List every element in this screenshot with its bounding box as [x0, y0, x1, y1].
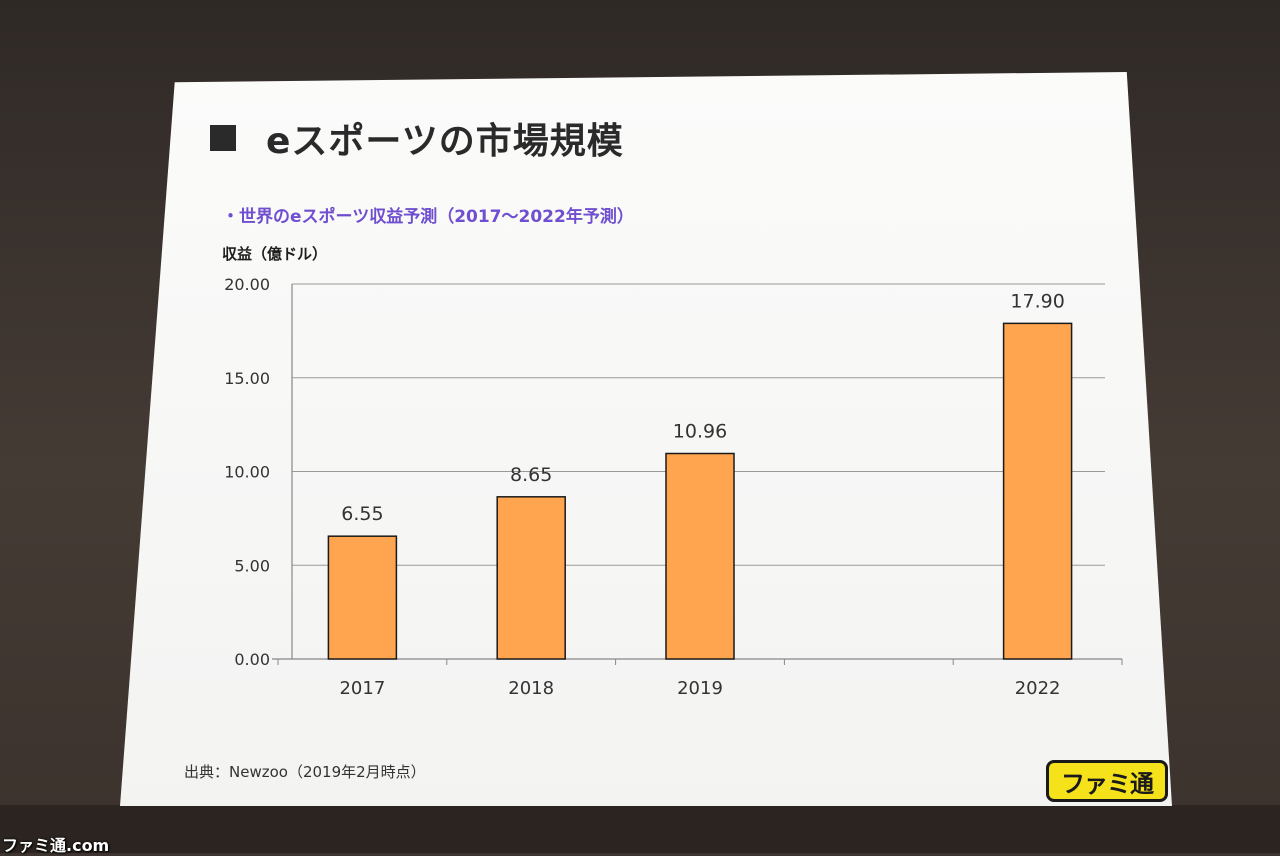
y-tick-label: 10.00 [224, 463, 270, 482]
data-label: 8.65 [510, 464, 552, 486]
y-tick-label: 15.00 [224, 369, 270, 388]
data-label: 6.55 [341, 503, 383, 525]
data-label: 10.96 [673, 421, 727, 443]
famitsu-logo: ファミ通 [1046, 760, 1168, 802]
x-tick-label: 2019 [677, 678, 723, 699]
source-note: 出典：Newzoo（2019年2月時点） [184, 763, 426, 781]
watermark-text: ファミ通.com [2, 836, 110, 855]
square-bullet-icon [210, 125, 236, 151]
slide-title: eスポーツの市場規模 [210, 108, 624, 168]
watermark: ファミ通.com [2, 832, 109, 856]
x-tick-label: 2018 [508, 678, 554, 699]
y-tick-label: 0.00 [234, 650, 270, 669]
presentation-slide [120, 72, 1172, 806]
y-tick-label: 20.00 [224, 275, 270, 294]
y-tick-label: 5.00 [234, 556, 270, 575]
bars [327, 322, 1073, 660]
x-tick-label: 2017 [339, 678, 385, 699]
bar [327, 535, 398, 660]
slide-title-text: eスポーツの市場規模 [266, 121, 624, 162]
data-label: 17.90 [1010, 290, 1064, 312]
bar [1002, 322, 1073, 660]
logo-text: ファミ通 [1061, 769, 1154, 798]
bar [665, 452, 735, 660]
y-axis-label: 収益（億ドル） [222, 245, 328, 263]
labels: 0.00 5.00 10.00 15.00 20.00 6.55 2017 8.65 2018 1… [224, 275, 1065, 699]
room-floor [0, 805, 1280, 853]
bar [496, 496, 566, 660]
chart-title: ・世界のeスポーツ収益予測（2017〜2022年予測） [222, 207, 634, 227]
x-tick-label: 2022 [1015, 678, 1061, 699]
